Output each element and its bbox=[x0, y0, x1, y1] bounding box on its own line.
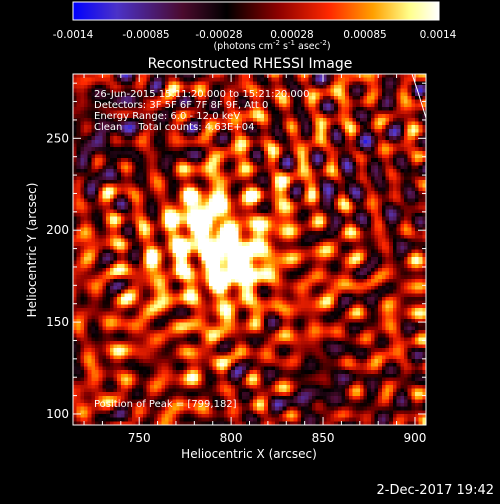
tick-label: 900 bbox=[404, 431, 427, 445]
colorbar-gradient bbox=[72, 1, 440, 21]
tick-label: 250 bbox=[46, 131, 69, 145]
colorbar-units: (photons cm-2 s-1 asec-2) bbox=[213, 39, 330, 52]
footer-date: 2-Dec-2017 19:42 bbox=[377, 483, 495, 498]
tick-label: 100 bbox=[46, 407, 69, 421]
tick-label: 200 bbox=[46, 223, 69, 237]
colorbar-tick: -0.00085 bbox=[122, 29, 169, 41]
info-counts: Clean Total counts: 4.63E+04 bbox=[94, 122, 254, 133]
info-detectors: Detectors: 3F 5F 6F 7F 8F 9F, Att 0 bbox=[94, 100, 268, 111]
heatmap-image bbox=[73, 74, 426, 425]
tick-label: 750 bbox=[128, 431, 151, 445]
tick-label: 850 bbox=[312, 431, 335, 445]
limb-line bbox=[411, 74, 426, 119]
colorbar-tick: 0.0014 bbox=[420, 29, 457, 41]
tick-label: 150 bbox=[46, 315, 69, 329]
colorbar-tick: -0.0014 bbox=[53, 29, 94, 41]
colorbar-tick: 0.00085 bbox=[343, 29, 386, 41]
axis-ticks: 750 800 850 900 100 150 200 250 bbox=[46, 74, 426, 445]
colorbar-tick: -0.00028 bbox=[195, 29, 242, 41]
colorbar: -0.0014 -0.00085 -0.00028 0.00028 0.0008… bbox=[53, 1, 457, 52]
x-axis-label: Heliocentric X (arcsec) bbox=[181, 447, 317, 461]
tick-label: 800 bbox=[220, 431, 243, 445]
chart-title: Reconstructed RHESSI Image bbox=[148, 56, 353, 72]
info-time-range: 26-Jun-2015 15:11:20.000 to 15:21:20.000 bbox=[94, 89, 310, 100]
peak-position-label: Position of Peak = [799,182] bbox=[94, 399, 237, 410]
y-axis-label: Heliocentric Y (arcsec) bbox=[25, 183, 39, 318]
info-block: 26-Jun-2015 15:11:20.000 to 15:21:20.000… bbox=[94, 89, 310, 133]
colorbar-tick: 0.00028 bbox=[270, 29, 313, 41]
info-energy: Energy Range: 6.0 - 12.0 keV bbox=[94, 111, 240, 122]
